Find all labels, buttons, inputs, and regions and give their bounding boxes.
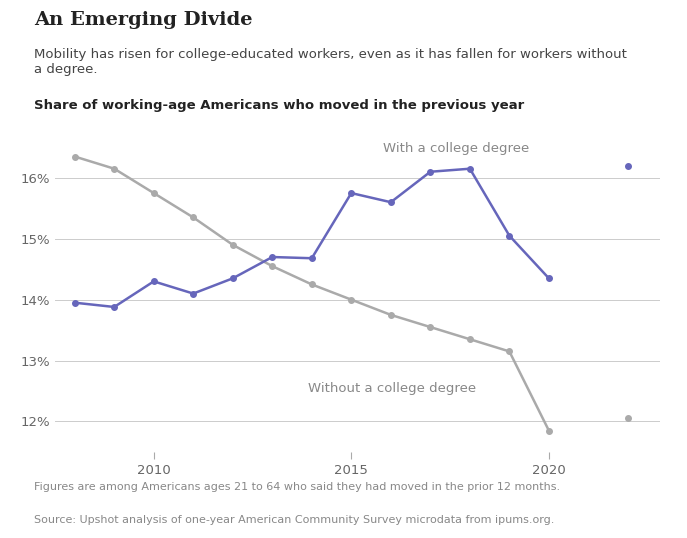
Text: With a college degree: With a college degree xyxy=(383,141,529,155)
Text: Figures are among Americans ages 21 to 64 who said they had moved in the prior 1: Figures are among Americans ages 21 to 6… xyxy=(34,482,561,492)
Text: Without a college degree: Without a college degree xyxy=(308,382,476,395)
Text: Mobility has risen for college-educated workers, even as it has fallen for worke: Mobility has risen for college-educated … xyxy=(34,48,627,76)
Text: Source: Upshot analysis of one-year American Community Survey microdata from ipu: Source: Upshot analysis of one-year Amer… xyxy=(34,515,554,526)
Text: Share of working-age Americans who moved in the previous year: Share of working-age Americans who moved… xyxy=(34,99,525,112)
Text: An Emerging Divide: An Emerging Divide xyxy=(34,11,253,29)
